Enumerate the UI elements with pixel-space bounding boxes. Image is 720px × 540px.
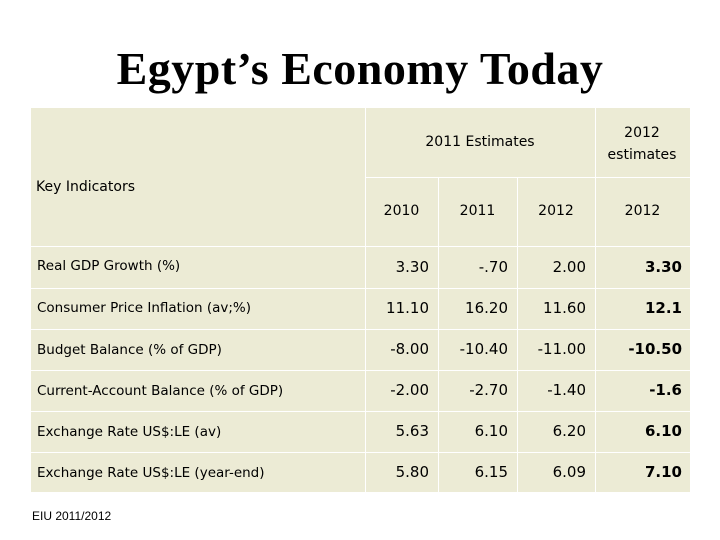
cell-value: 6.20 <box>552 422 586 440</box>
cell-value: 6.10 <box>474 422 508 440</box>
cell-value: 6.09 <box>552 463 586 481</box>
column-header-2010: 2010 <box>383 203 420 219</box>
cell-value: 11.60 <box>543 299 586 317</box>
cell-value: -10.50 <box>628 340 682 358</box>
cell-value: 3.30 <box>644 258 682 276</box>
cell-value: 12.1 <box>644 299 682 317</box>
cell-value: -10.40 <box>459 340 508 358</box>
cell-value: -11.00 <box>537 340 586 358</box>
row-label-exchange-rate-av: Exchange Rate US$:LE (av) <box>37 424 222 440</box>
source-note: EIU 2011/2012 <box>32 509 112 523</box>
cell-value: -1.40 <box>547 381 586 399</box>
cell-value: 11.10 <box>386 299 429 317</box>
cell-value: 2.00 <box>552 258 586 276</box>
column-header-2012-est: 2012 <box>624 203 661 219</box>
cell-value: -8.00 <box>390 340 429 358</box>
cell-value: 16.20 <box>465 299 508 317</box>
column-header-2011: 2011 <box>459 203 496 219</box>
table-background <box>31 108 690 492</box>
page-title: Egypt’s Economy Today <box>116 43 604 94</box>
cell-value: -1.6 <box>649 381 682 399</box>
row-label-consumer-price-inflation: Consumer Price Inflation (av;%) <box>37 300 251 316</box>
row-label-budget-balance: Budget Balance (% of GDP) <box>37 342 222 358</box>
cell-value: -2.00 <box>390 381 429 399</box>
row-label-exchange-rate-year-end: Exchange Rate US$:LE (year-end) <box>37 465 265 481</box>
cell-value: 6.15 <box>474 463 508 481</box>
cell-value: 3.30 <box>395 258 429 276</box>
group-header-2011-estimates: 2011 Estimates <box>425 134 535 150</box>
cell-value: 6.10 <box>644 422 682 440</box>
cell-value: -2.70 <box>469 381 508 399</box>
cell-value: -.70 <box>478 258 508 276</box>
row-label-real-gdp-growth: Real GDP Growth (%) <box>37 258 181 274</box>
cell-value: 7.10 <box>644 463 682 481</box>
column-header-2012: 2012 <box>538 203 574 219</box>
row-header-label: Key Indicators <box>36 179 135 195</box>
column-header-2012-estimates: 2012 estimates <box>607 125 677 163</box>
cell-value: 5.80 <box>395 463 429 481</box>
row-label-current-account-balance: Current-Account Balance (% of GDP) <box>37 383 284 399</box>
cell-value: 5.63 <box>395 422 429 440</box>
